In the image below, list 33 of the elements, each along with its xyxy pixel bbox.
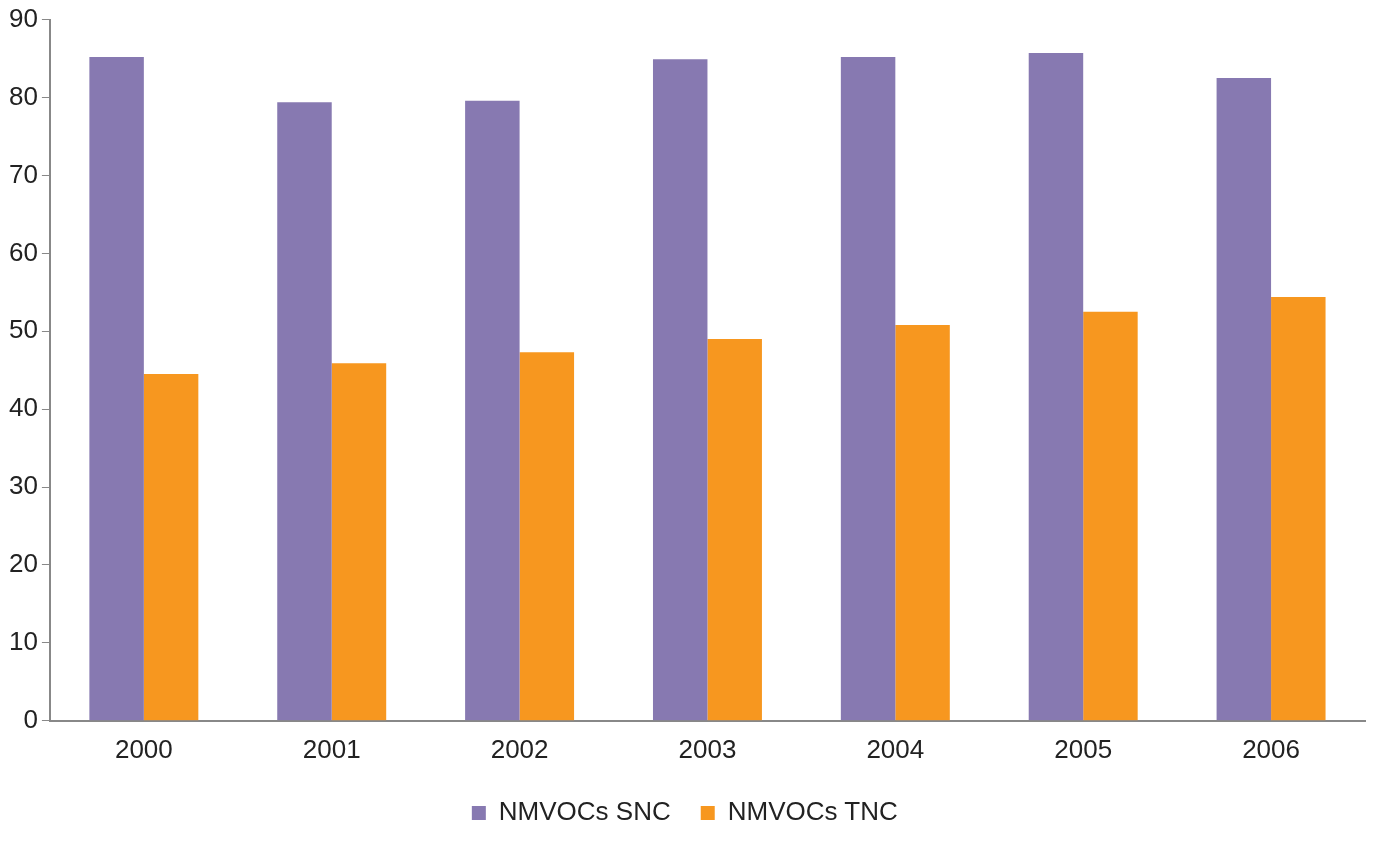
y-tick-label: 10 — [9, 626, 38, 657]
legend-label: NMVOCs SNC — [498, 796, 671, 827]
bar — [89, 57, 144, 721]
bar — [331, 363, 387, 721]
bar — [895, 325, 950, 721]
y-tick-label: 70 — [9, 158, 38, 189]
x-tick-label: 2006 — [1242, 733, 1300, 764]
y-tick-label: 0 — [23, 703, 38, 734]
bar — [519, 352, 575, 721]
x-tick-label: 2000 — [114, 733, 173, 764]
bar — [143, 374, 199, 721]
bar — [465, 100, 520, 721]
y-tick-label: 80 — [9, 80, 38, 111]
y-tick-label: 20 — [9, 548, 38, 579]
bar — [1216, 78, 1272, 721]
bar — [707, 339, 762, 721]
bar — [1271, 296, 1326, 721]
x-tick-label: 2004 — [866, 733, 925, 764]
x-tick-label: 2003 — [678, 733, 737, 764]
bar — [1083, 311, 1138, 721]
y-tick-label: 30 — [9, 470, 38, 501]
y-tick-label: 40 — [9, 392, 38, 423]
x-tick-label: 2002 — [490, 733, 549, 764]
bar — [277, 102, 332, 721]
bar — [840, 57, 896, 721]
legend-label: NMVOCs TNC — [727, 796, 898, 827]
y-tick-label: 90 — [9, 2, 38, 33]
y-tick-label: 60 — [9, 236, 38, 267]
x-tick-label: 2001 — [302, 733, 361, 764]
y-tick-label: 50 — [9, 314, 38, 345]
x-tick-label: 2005 — [1054, 733, 1113, 764]
bar — [652, 59, 708, 721]
bar — [1028, 53, 1084, 721]
